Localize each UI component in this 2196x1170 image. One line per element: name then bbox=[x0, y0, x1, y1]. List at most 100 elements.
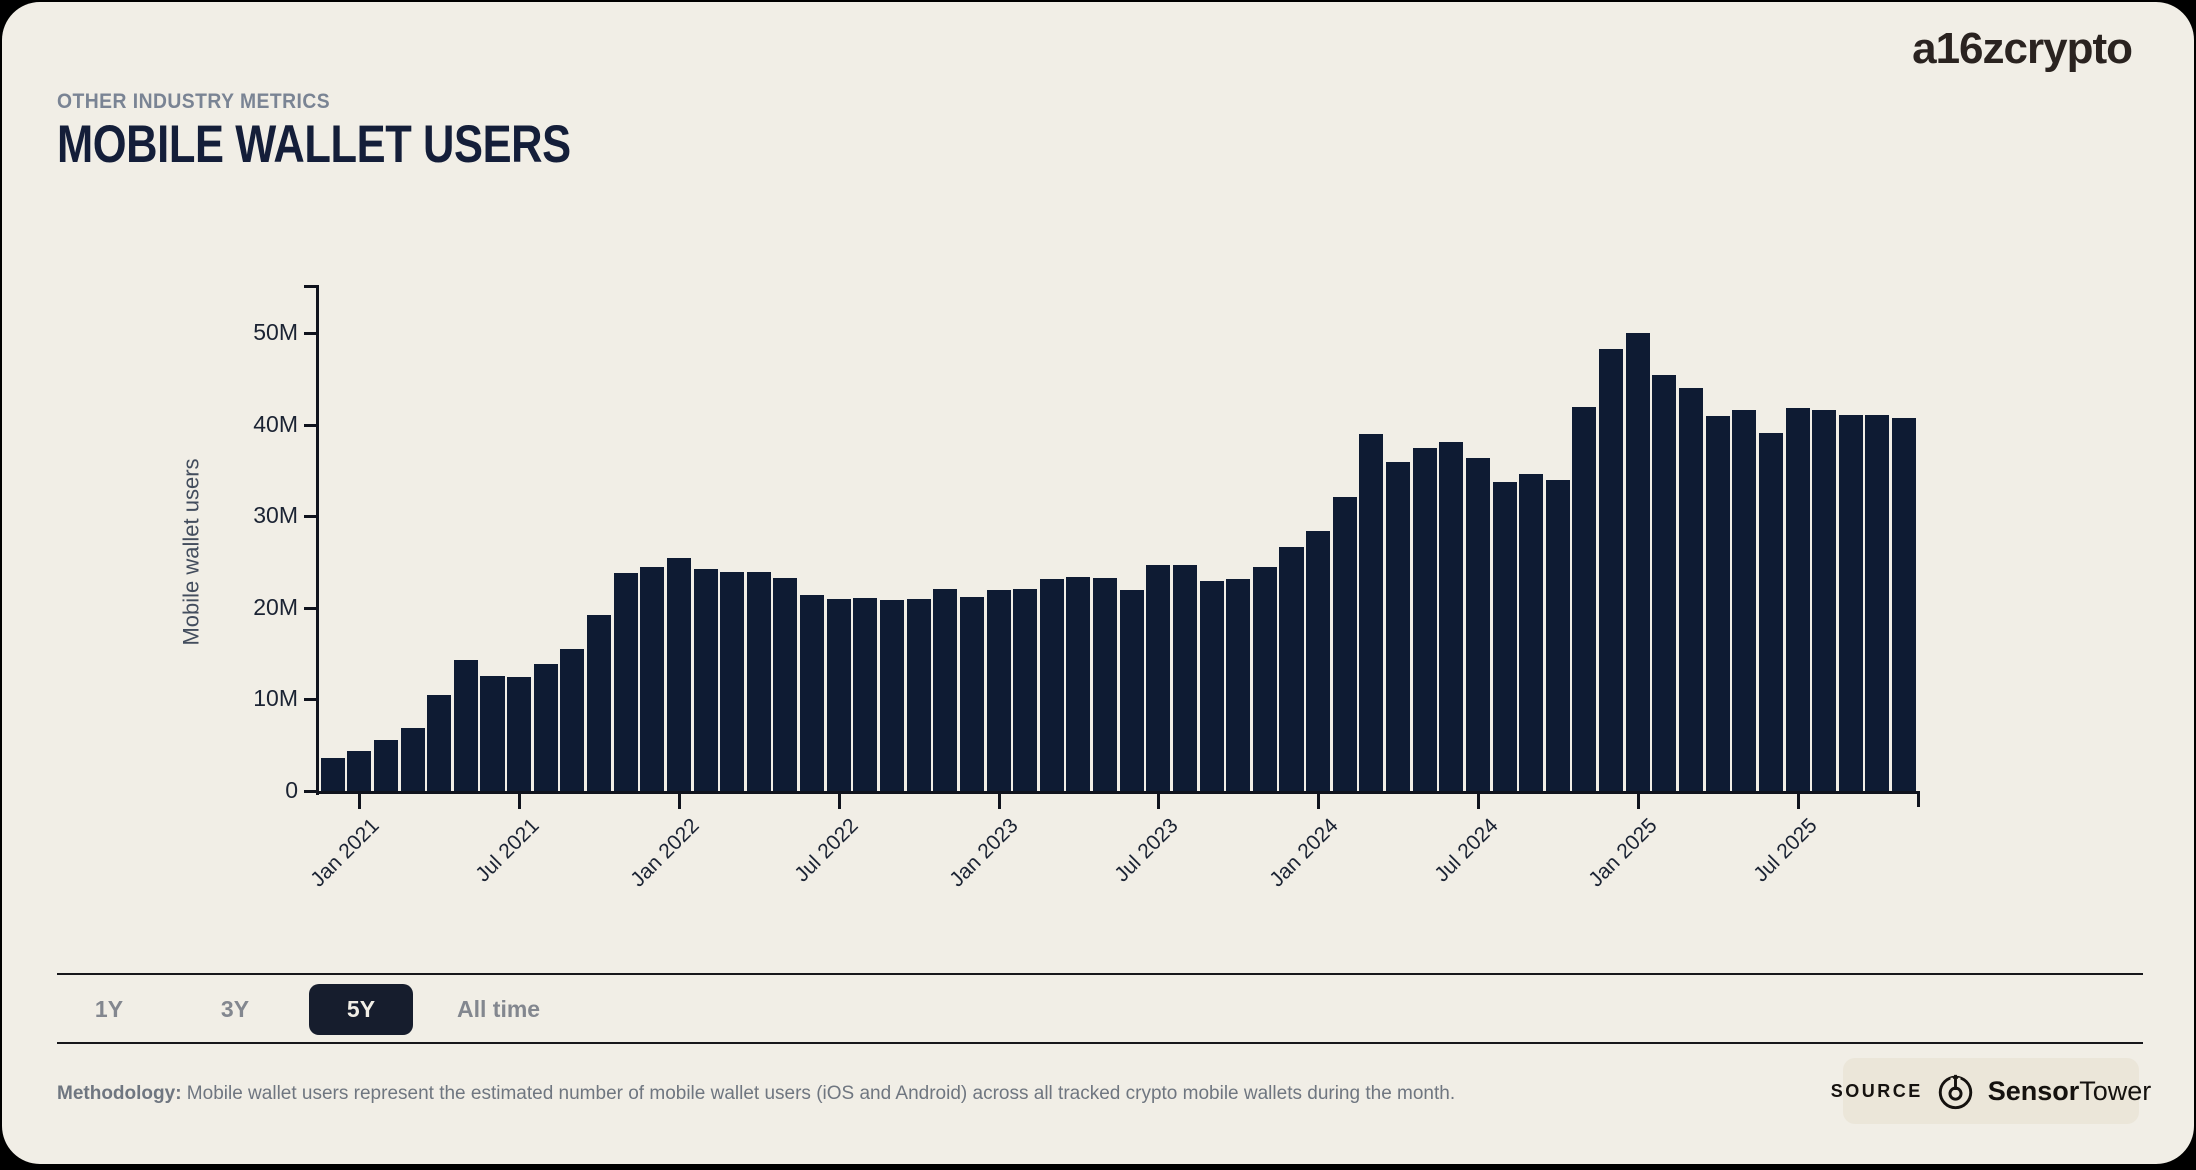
bar-nov-2024[interactable] bbox=[1572, 407, 1597, 791]
bar-mar-2023[interactable] bbox=[1039, 579, 1064, 791]
bar-jan-2022[interactable] bbox=[666, 558, 691, 791]
x-tick bbox=[677, 794, 681, 809]
bar-jan-2023[interactable] bbox=[986, 590, 1011, 791]
bar-dec-2023[interactable] bbox=[1279, 547, 1304, 791]
bar-jul-2023[interactable] bbox=[1146, 564, 1171, 791]
bar-jul-2021[interactable] bbox=[507, 677, 532, 791]
bar-may-2024[interactable] bbox=[1412, 448, 1437, 791]
bar-may-2023[interactable] bbox=[1093, 578, 1118, 791]
bar-aug-2023[interactable] bbox=[1172, 564, 1197, 791]
bar-nov-2021[interactable] bbox=[613, 572, 638, 791]
source-label: SOURCE bbox=[1830, 1080, 1923, 1101]
bar-oct-2021[interactable] bbox=[587, 615, 612, 791]
bar-oct-2022[interactable] bbox=[906, 598, 931, 791]
bar-sep-2021[interactable] bbox=[560, 649, 585, 791]
x-tick-label: Jan 2025 bbox=[1584, 814, 1662, 892]
x-tick-label: Jan 2021 bbox=[306, 814, 384, 892]
y-tick-label: 30M bbox=[253, 502, 298, 529]
bar-aug-2025[interactable] bbox=[1812, 409, 1837, 791]
y-axis-line bbox=[316, 285, 319, 795]
bar-apr-2024[interactable] bbox=[1386, 462, 1411, 791]
bar-jun-2022[interactable] bbox=[800, 594, 825, 791]
bar-aug-2021[interactable] bbox=[533, 663, 558, 791]
bar-sep-2023[interactable] bbox=[1199, 581, 1224, 791]
bar-sep-2022[interactable] bbox=[879, 599, 905, 791]
range-button-3y[interactable]: 3Y bbox=[220, 995, 250, 1022]
bar-jan-2024[interactable] bbox=[1306, 530, 1331, 791]
bar-oct-2023[interactable] bbox=[1226, 579, 1251, 791]
bar-apr-2025[interactable] bbox=[1705, 416, 1730, 791]
bar-oct-2024[interactable] bbox=[1545, 479, 1570, 791]
bar-mar-2025[interactable] bbox=[1678, 387, 1703, 791]
bar-feb-2021[interactable] bbox=[373, 739, 398, 791]
range-selector-top-rule bbox=[57, 973, 2143, 975]
bar-aug-2022[interactable] bbox=[853, 597, 878, 791]
bar-apr-2021[interactable] bbox=[427, 694, 452, 791]
x-tick-label: Jul 2025 bbox=[1749, 814, 1822, 887]
x-tick-label: Jan 2024 bbox=[1265, 814, 1343, 892]
bar-sep-2025[interactable] bbox=[1838, 414, 1863, 791]
range-button-1y[interactable]: 1Y bbox=[94, 995, 124, 1022]
x-tick-label: Jan 2023 bbox=[945, 814, 1023, 892]
bar-sep-2024[interactable] bbox=[1519, 474, 1544, 791]
bar-oct-2025[interactable] bbox=[1865, 415, 1890, 791]
eyebrow-label: OTHER INDUSTRY METRICS bbox=[57, 90, 331, 113]
x-axis-end-cap bbox=[1917, 791, 1920, 807]
bar-may-2025[interactable] bbox=[1732, 409, 1757, 791]
sensortower-icon bbox=[1937, 1073, 1974, 1110]
bar-jan-2025[interactable] bbox=[1625, 333, 1650, 791]
bar-jun-2021[interactable] bbox=[480, 675, 505, 791]
bar-dec-2021[interactable] bbox=[640, 567, 665, 791]
bar-apr-2023[interactable] bbox=[1066, 576, 1091, 791]
source-badge[interactable]: SOURCE SensorTower bbox=[1831, 1058, 2151, 1124]
range-selector-bottom-rule bbox=[57, 1042, 2143, 1044]
range-button-5y[interactable]: 5Y bbox=[309, 983, 413, 1035]
bar-mar-2021[interactable] bbox=[400, 727, 425, 791]
bar-dec-2020[interactable] bbox=[320, 758, 345, 791]
bar-apr-2022[interactable] bbox=[746, 572, 771, 791]
bar-jun-2023[interactable] bbox=[1119, 590, 1144, 791]
bar-jul-2025[interactable] bbox=[1785, 408, 1810, 791]
bar-jan-2021[interactable] bbox=[347, 750, 372, 791]
x-tick bbox=[1476, 794, 1480, 809]
methodology-label: Methodology: bbox=[57, 1083, 182, 1104]
x-tick bbox=[358, 794, 362, 809]
bar-feb-2025[interactable] bbox=[1652, 375, 1677, 791]
bar-dec-2022[interactable] bbox=[959, 596, 984, 791]
y-tick-label: 10M bbox=[253, 685, 298, 712]
y-tick bbox=[304, 332, 317, 335]
bar-may-2021[interactable] bbox=[453, 660, 478, 791]
bar-jun-2024[interactable] bbox=[1439, 442, 1464, 791]
bar-nov-2022[interactable] bbox=[933, 588, 958, 791]
bar-mar-2024[interactable] bbox=[1359, 433, 1384, 791]
y-tick-label: 40M bbox=[253, 410, 298, 437]
bar-feb-2023[interactable] bbox=[1013, 589, 1038, 791]
y-axis-end-cap bbox=[304, 285, 319, 288]
y-tick bbox=[304, 698, 317, 702]
bar-jul-2022[interactable] bbox=[826, 598, 851, 791]
x-tick bbox=[1317, 794, 1321, 809]
x-tick-label: Jul 2022 bbox=[790, 814, 864, 887]
y-tick bbox=[304, 423, 317, 427]
y-tick-label: 20M bbox=[253, 593, 298, 620]
x-tick bbox=[1796, 794, 1800, 809]
bar-nov-2023[interactable] bbox=[1252, 566, 1277, 791]
x-tick-label: Jan 2022 bbox=[625, 814, 704, 892]
y-tick-label: 50M bbox=[253, 319, 298, 345]
x-tick bbox=[518, 794, 522, 809]
bar-may-2022[interactable] bbox=[773, 577, 798, 791]
bar-feb-2022[interactable] bbox=[693, 569, 718, 791]
bar-jun-2025[interactable] bbox=[1758, 432, 1783, 791]
bar-jul-2024[interactable] bbox=[1465, 457, 1490, 791]
x-tick bbox=[1157, 794, 1161, 809]
bar-nov-2025[interactable] bbox=[1892, 418, 1917, 791]
range-button-all-time[interactable]: All time bbox=[457, 995, 541, 1022]
bar-aug-2024[interactable] bbox=[1492, 482, 1517, 791]
bar-feb-2024[interactable] bbox=[1332, 496, 1357, 791]
bar-dec-2024[interactable] bbox=[1599, 349, 1624, 791]
y-axis-title: Mobile wallet users bbox=[178, 458, 204, 646]
bar-mar-2022[interactable] bbox=[720, 572, 745, 791]
x-tick-label: Jul 2021 bbox=[471, 814, 544, 887]
